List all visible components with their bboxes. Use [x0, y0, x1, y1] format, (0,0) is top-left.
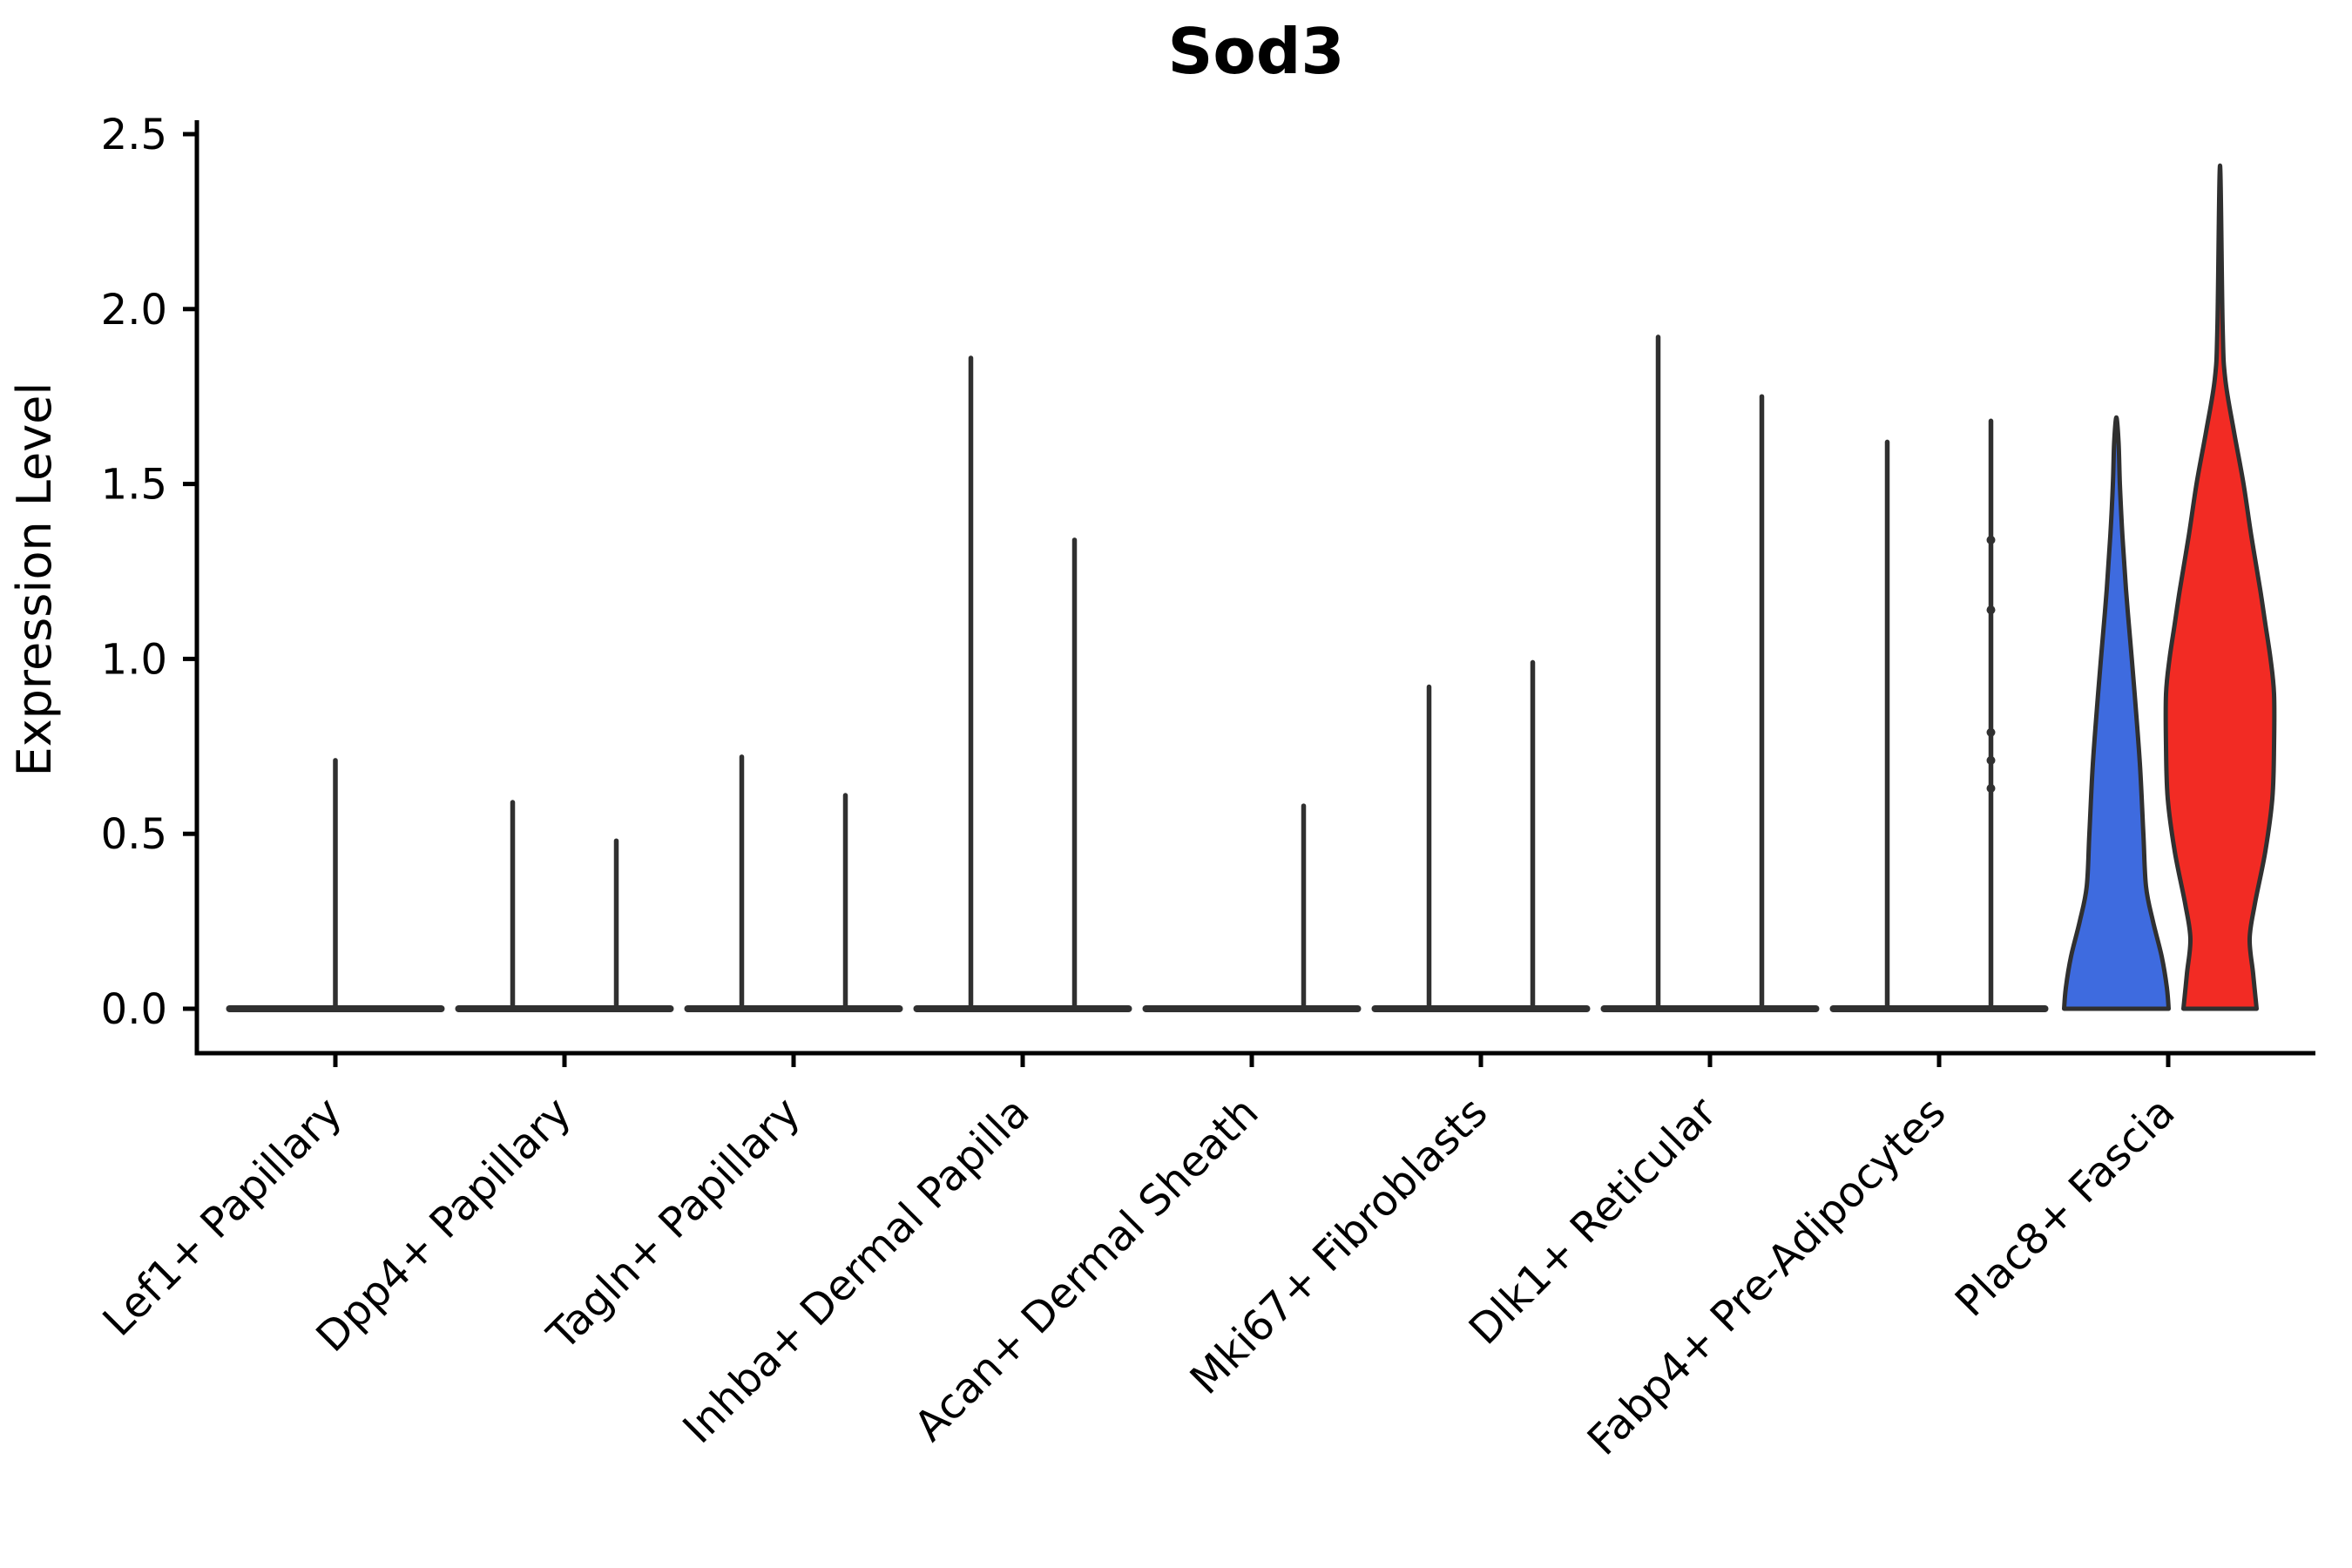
y-tick-label: 1.0: [101, 635, 167, 684]
violin-body: [2163, 163, 2277, 1011]
axes: [183, 120, 2315, 1067]
x-tick-label: Lef1+ Papillary: [94, 1088, 352, 1346]
y-tick-label: 0.0: [101, 985, 167, 1034]
x-tick-label: Tagln+ Papillary: [537, 1088, 809, 1360]
y-tick-label: 2.0: [101, 286, 167, 335]
violins-layer: [226, 163, 2277, 1012]
jitter-dot: [1986, 755, 1996, 765]
violin-body: [2062, 415, 2171, 1011]
jitter-dot: [1986, 727, 1996, 737]
x-tick-label: Dpp4+ Papillary: [307, 1088, 580, 1362]
y-tick-label: 2.5: [101, 111, 167, 159]
y-tick-label: 1.5: [101, 461, 167, 510]
y-tick-labels: 0.0 0.5 1.0 1.5 2.0 2.5: [101, 111, 167, 1034]
jitter-dot: [1986, 783, 1996, 793]
y-axis-label: Expression Level: [7, 382, 62, 777]
x-tick-label: Plac8+ Fascia: [1946, 1088, 2185, 1327]
chart-title: Sod3: [1168, 15, 1345, 88]
y-tick-label: 0.5: [101, 810, 167, 859]
jitter-dot: [1986, 535, 1996, 544]
jitter-dot: [1986, 605, 1996, 615]
x-tick-label: Dlk1+ Reticular: [1460, 1088, 1727, 1355]
